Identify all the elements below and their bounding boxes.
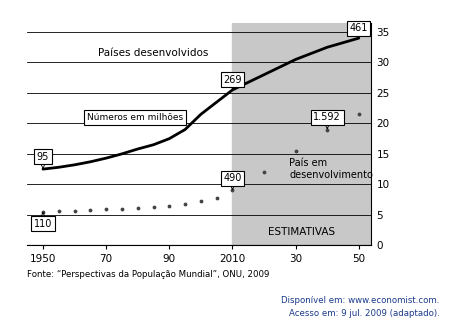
Text: Países desenvolvidos: Países desenvolvidos (98, 48, 209, 58)
Text: 1.592: 1.592 (313, 112, 341, 129)
Text: 95: 95 (37, 152, 49, 168)
Text: 461: 461 (350, 23, 368, 37)
Text: 490: 490 (223, 173, 241, 190)
Text: Disponível em: www.economist.com.: Disponível em: www.economist.com. (281, 296, 439, 305)
Text: ESTIMATIVAS: ESTIMATIVAS (269, 227, 336, 237)
Text: Números em milhões: Números em milhões (87, 113, 183, 122)
Text: País em
desenvolvimento: País em desenvolvimento (289, 158, 373, 180)
Text: Acesso em: 9 jul. 2009 (adaptado).: Acesso em: 9 jul. 2009 (adaptado). (289, 309, 439, 318)
Text: 110: 110 (34, 213, 52, 229)
Text: 269: 269 (223, 75, 242, 89)
Text: Fonte: “Perspectivas da População Mundial”, ONU, 2009: Fonte: “Perspectivas da População Mundia… (27, 270, 270, 279)
Bar (232, 23, 371, 245)
